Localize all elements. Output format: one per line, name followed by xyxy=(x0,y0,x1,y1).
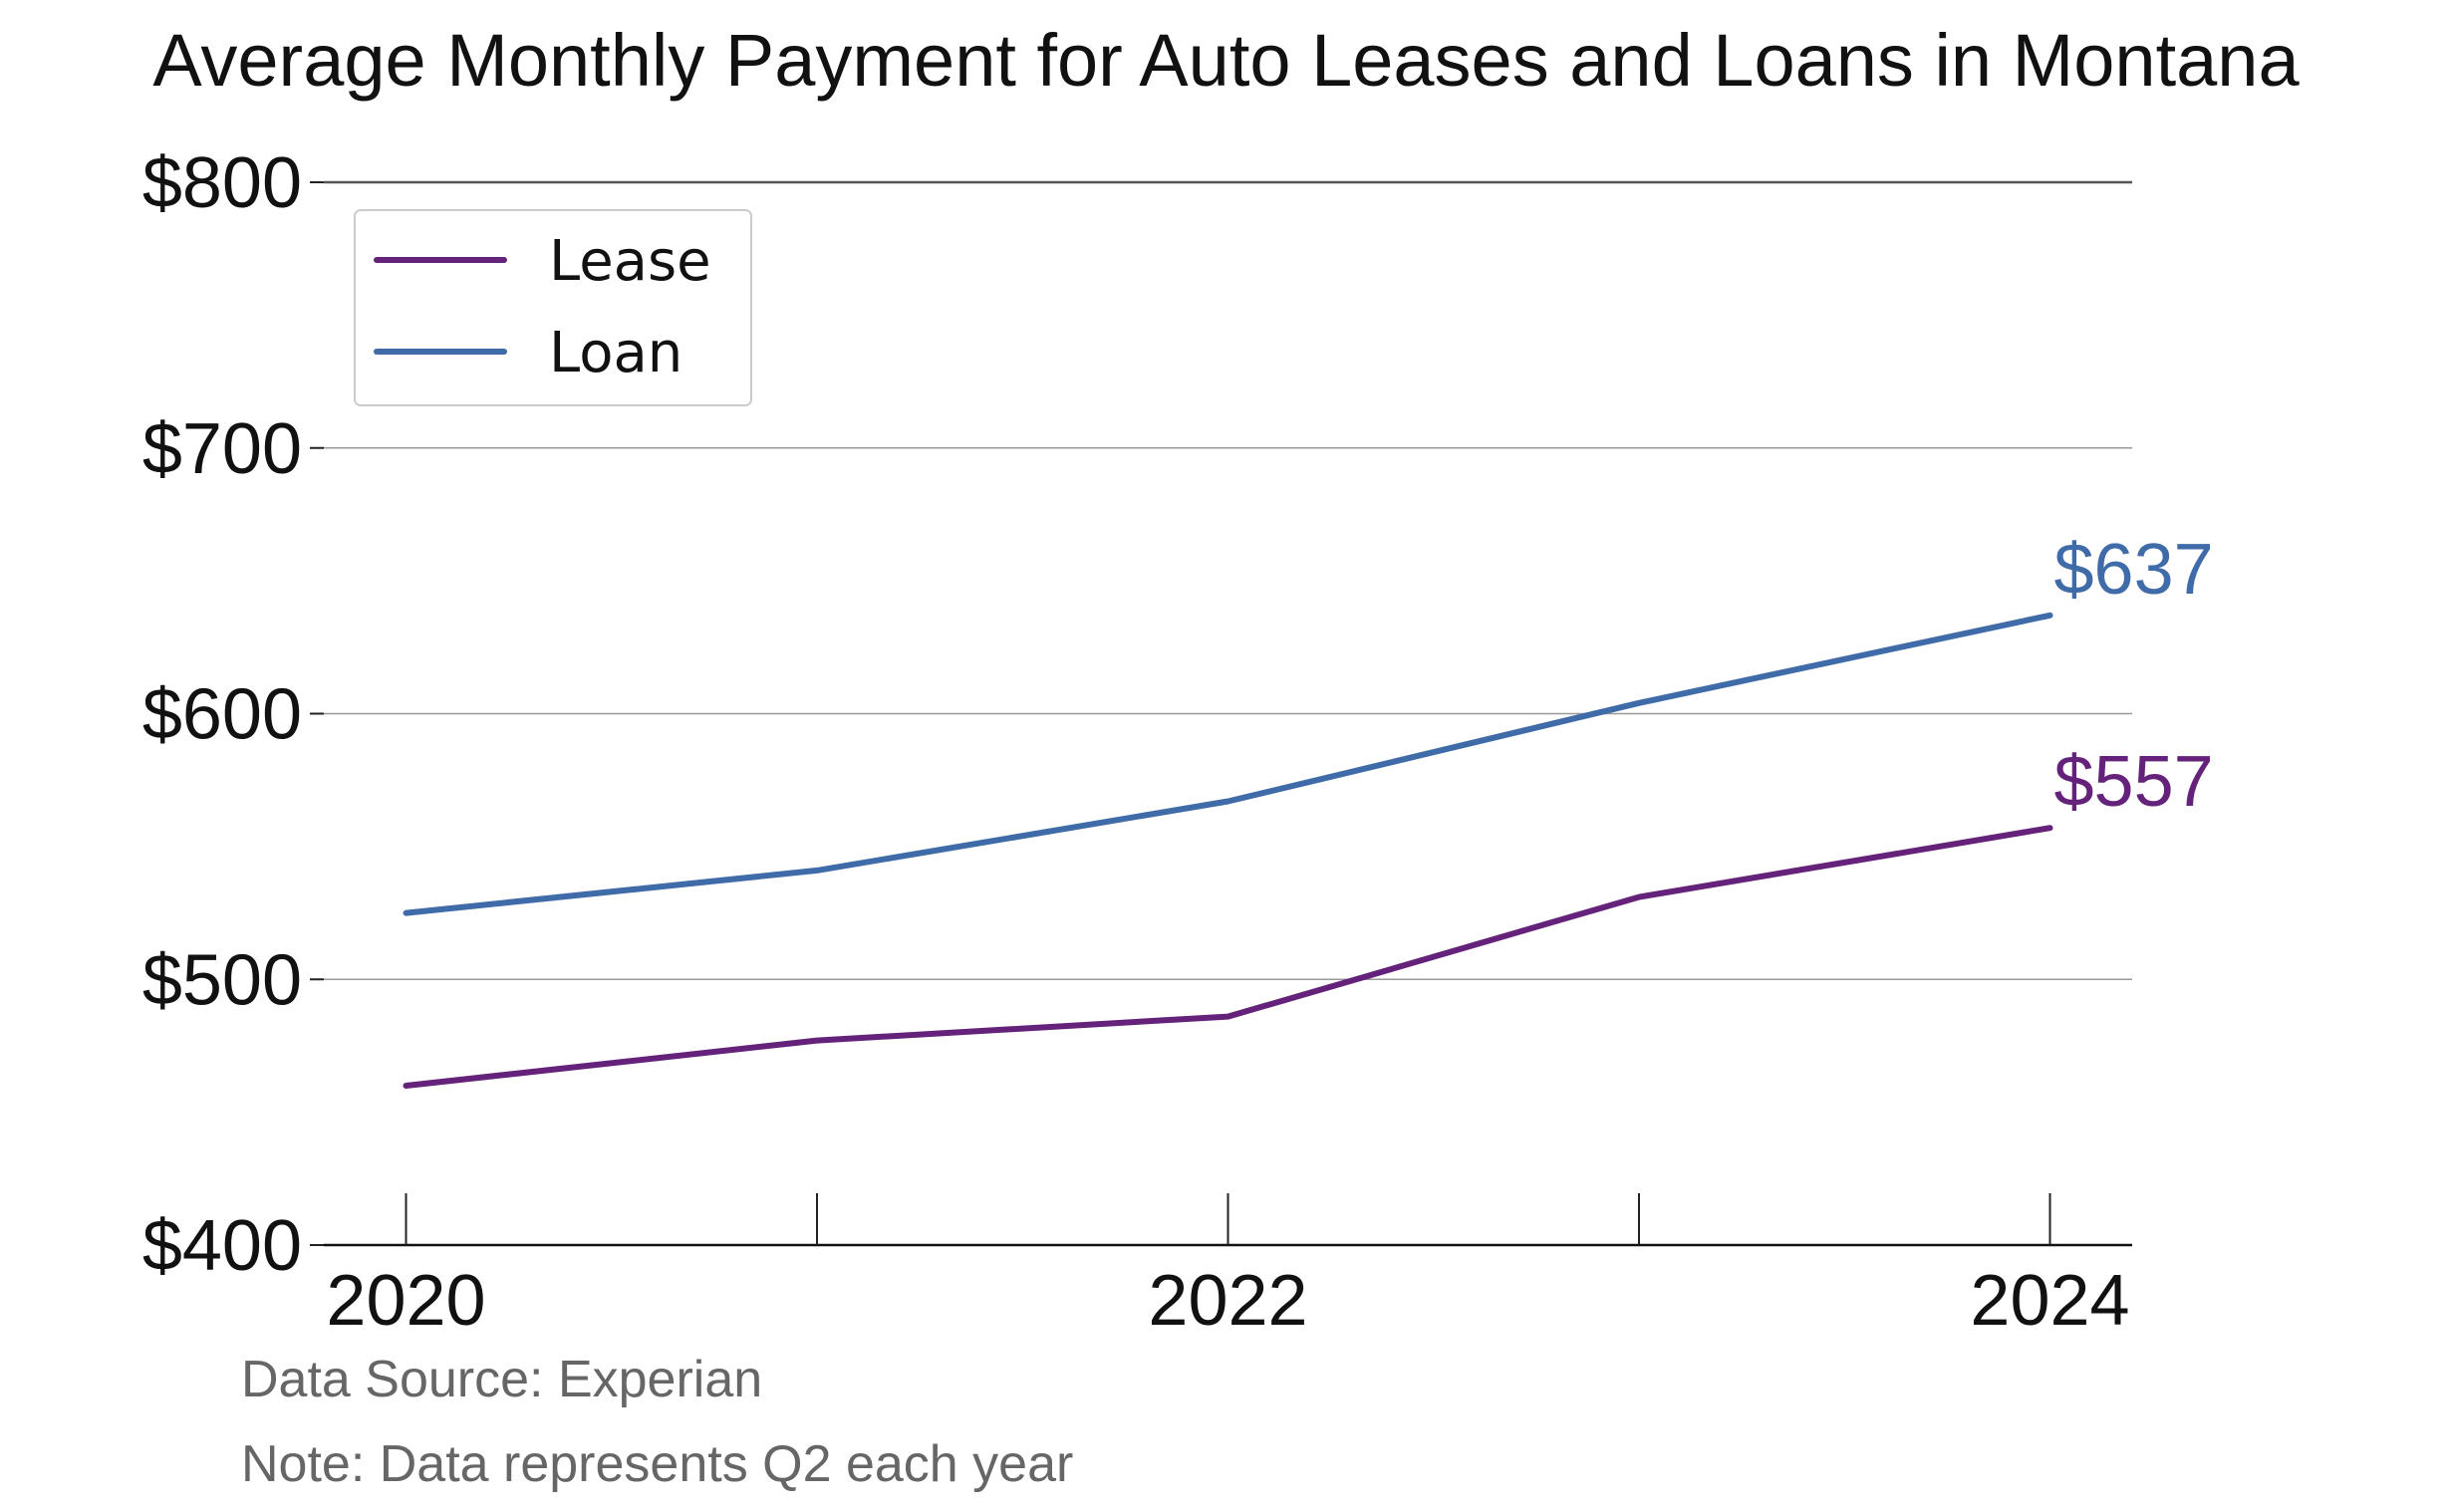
y-tick-label-700: $700 xyxy=(142,409,302,489)
y-tick-label-800: $800 xyxy=(142,143,302,223)
chart-title: Average Monthly Payment for Auto Leases … xyxy=(152,19,2300,102)
grid-lines xyxy=(324,180,2132,980)
y-tick-label-400: $400 xyxy=(142,1206,302,1286)
end-labels: $557 $637 xyxy=(2054,530,2214,822)
series-lines xyxy=(403,612,2053,1089)
x-tick-label-2024: 2024 xyxy=(1970,1261,2129,1341)
legend-label-lease: Lease xyxy=(549,229,711,294)
loan-end-label: $637 xyxy=(2054,530,2214,610)
lease-end-label: $557 xyxy=(2054,742,2214,822)
lease-line xyxy=(403,825,2053,1089)
y-tick-label-600: $600 xyxy=(142,675,302,755)
x-tick-label-2020: 2020 xyxy=(326,1261,485,1341)
axes: $400 $500 $600 $700 $800 2020 2022 2024 xyxy=(142,143,2132,1341)
loan-line xyxy=(403,612,2053,916)
data-source-note: Data Source: Experian xyxy=(241,1351,763,1408)
y-tick-label-500: $500 xyxy=(142,940,302,1020)
legend: Lease Loan xyxy=(354,209,752,406)
x-tick-label-2022: 2022 xyxy=(1148,1261,1307,1341)
legend-label-loan: Loan xyxy=(549,321,682,385)
q2-note: Note: Data represents Q2 each year xyxy=(241,1435,1074,1493)
